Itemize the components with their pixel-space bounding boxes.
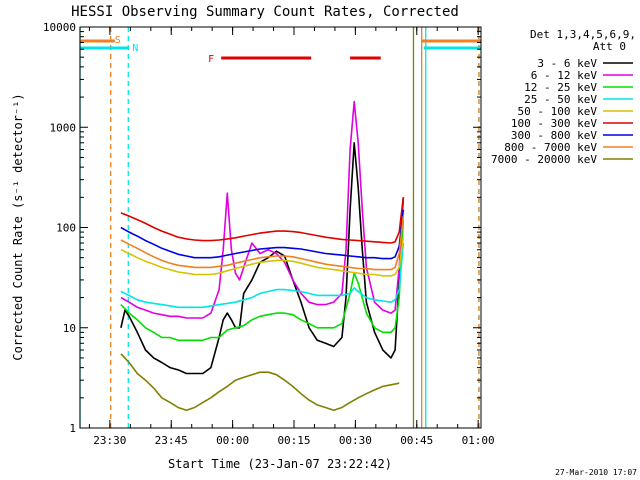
flare-label: F (208, 54, 214, 65)
plot-frame (79, 26, 482, 429)
axis-layer: 1 10 100 1000 10000 23:30 23:45 00:00 00:15 00:30… (43, 21, 495, 447)
x-tick-label: 23:30 (93, 434, 126, 447)
y-tick-label: 10 (63, 322, 76, 335)
legend-entry-label: 25 - 50 keV (524, 93, 597, 106)
series-layer (120, 100, 405, 412)
y-tick-label: 10000 (43, 21, 76, 34)
legend-entry-label: 6 - 12 keV (531, 69, 598, 82)
x-axis-label: Start Time (23-Jan-07 23:22:42) (168, 457, 392, 471)
legend-entry-label: 100 - 300 keV (511, 117, 597, 130)
x-tick-label: 01:00 (462, 434, 495, 447)
y-tick-label: 100 (56, 222, 76, 235)
series-line-8 (120, 216, 405, 271)
series-line-5 (120, 237, 405, 277)
series-line-1 (120, 142, 405, 375)
x-tick-label: 00:00 (216, 434, 249, 447)
series-line-3 (120, 219, 405, 342)
x-tick-label: 00:15 (277, 434, 310, 447)
series-line-4 (120, 242, 405, 309)
legend-entry-label: 3 - 6 keV (537, 57, 597, 70)
legend-entry-label: 800 - 7000 keV (504, 141, 597, 154)
legend-entry-label: 300 - 800 keV (511, 129, 597, 142)
x-tick-label: 23:45 (155, 434, 188, 447)
legend-header-line-2: Att 0 (593, 40, 626, 53)
legend-entry-label: 7000 - 20000 keV (491, 153, 597, 166)
marker-label-s: S (115, 35, 121, 46)
x-tick-label: 00:45 (400, 434, 433, 447)
y-tick-label: 1 (69, 422, 76, 435)
chart-title: HESSI Observing Summary Count Rates, Cor… (71, 4, 459, 20)
legend-entry-label: 12 - 25 keV (524, 81, 597, 94)
footer-date: 27-Mar-2010 17:07 (555, 468, 637, 477)
series-line-6 (120, 197, 405, 244)
marker-label-n: N (132, 43, 138, 54)
series-line-9 (120, 353, 400, 412)
x-tick-label: 00:30 (339, 434, 372, 447)
legend-entry-label: 50 - 100 keV (518, 105, 598, 118)
annotation-layer: SN F (79, 27, 481, 428)
legend-header-line-1: Det 1,3,4,5,6,9, (530, 28, 636, 41)
y-axis-label: Corrected Count Rate (s⁻¹ detector⁻¹) (11, 93, 25, 360)
y-tick-label: 1000 (50, 121, 77, 134)
series-line-7 (120, 209, 405, 260)
series-line-2 (120, 100, 405, 319)
